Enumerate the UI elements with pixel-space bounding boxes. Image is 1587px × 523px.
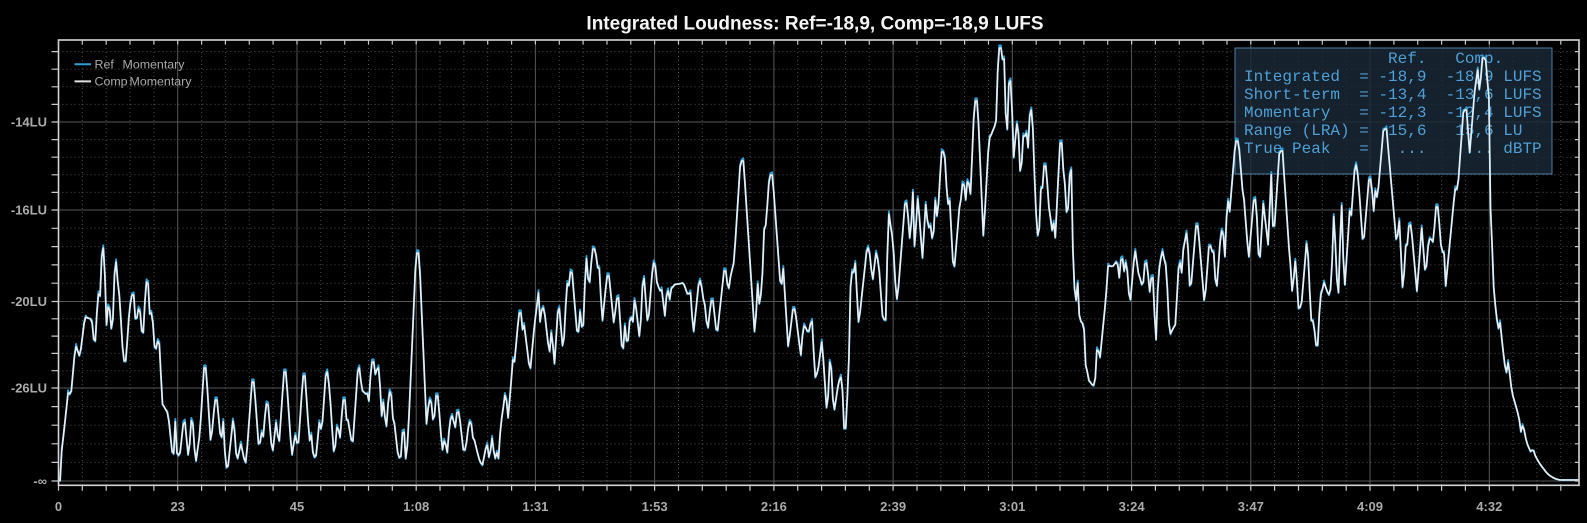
svg-text:45: 45 [290,499,304,514]
svg-text:-26LU: -26LU [11,381,47,396]
svg-text:3:24: 3:24 [1119,499,1146,514]
svg-text:4:09: 4:09 [1357,499,1383,514]
svg-text:1:31: 1:31 [522,499,548,514]
svg-text:3:47: 3:47 [1238,499,1264,514]
svg-text:1:08: 1:08 [403,499,429,514]
svg-text:23: 23 [170,499,184,514]
svg-text:-20LU: -20LU [11,294,47,309]
svg-text:1:53: 1:53 [642,499,668,514]
svg-text:Ref. Comp.Integrated = -18,: Ref. Comp. Integrated = -18,9 -18,9 LUFS S… [1244,50,1542,158]
svg-text:4:32: 4:32 [1476,499,1502,514]
svg-text:2:16: 2:16 [761,499,787,514]
svg-text:-16LU: -16LU [11,203,47,218]
svg-text:Integrated Loudness: Ref=-18,9: Integrated Loudness: Ref=-18,9, Comp=-18… [586,14,1043,35]
svg-text:2:39: 2:39 [880,499,906,514]
svg-text:3:01: 3:01 [999,499,1025,514]
svg-text:0: 0 [55,499,62,514]
svg-text:-14LU: -14LU [11,115,47,130]
svg-text:-∞: -∞ [33,474,47,489]
